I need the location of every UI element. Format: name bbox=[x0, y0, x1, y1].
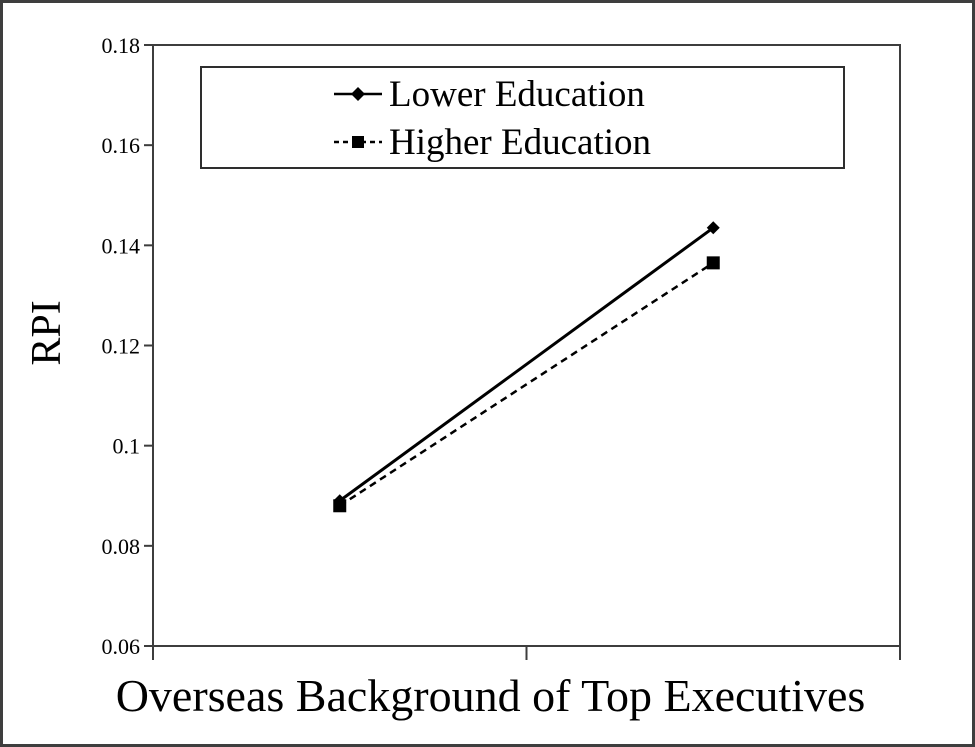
y-tick-label: 0.18 bbox=[102, 33, 141, 58]
legend: Lower Education Higher Education bbox=[200, 66, 845, 169]
legend-label-higher-education: Higher Education bbox=[389, 121, 651, 163]
y-tick-label: 0.16 bbox=[102, 133, 141, 158]
y-tick-label: 0.12 bbox=[102, 334, 141, 359]
diamond-marker-lower-education bbox=[333, 494, 347, 508]
series-line-higher-education bbox=[339, 261, 714, 507]
x-axis-title: Overseas Background of Top Executives bbox=[115, 670, 866, 721]
y-tick-label: 0.08 bbox=[102, 534, 141, 559]
legend-label-lower-education: Lower Education bbox=[389, 73, 645, 115]
series-line-lower-education bbox=[338, 226, 715, 502]
y-axis-title: RPI bbox=[24, 300, 70, 366]
y-tick-label: 0.1 bbox=[113, 434, 141, 459]
y-tick-label: 0.14 bbox=[102, 233, 141, 258]
legend-item-lower-education: Lower Education bbox=[202, 70, 843, 118]
plot-area: 0.18 0.16 0.14 0.12 0.1 0.08 0.06 bbox=[102, 33, 901, 660]
square-marker-higher-education bbox=[706, 256, 720, 270]
legend-item-higher-education: Higher Education bbox=[202, 118, 843, 166]
dashed-line-square-icon bbox=[334, 136, 382, 148]
diamond-marker-lower-education bbox=[706, 221, 720, 235]
solid-line-diamond-icon bbox=[334, 87, 382, 101]
y-tick-label: 0.06 bbox=[102, 634, 141, 659]
